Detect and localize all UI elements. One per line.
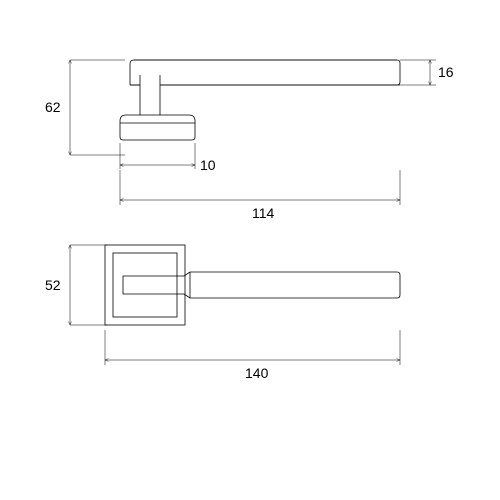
top-rose [120, 115, 195, 140]
dim-140: 140 [245, 365, 269, 381]
dimension-drawing: 62 16 10 114 52 140 [0, 0, 500, 500]
bottom-rose-outer [105, 245, 185, 325]
dim-16: 16 [438, 64, 454, 80]
dim-52: 52 [45, 277, 61, 293]
dim-62: 62 [45, 99, 61, 115]
bottom-lever [123, 272, 400, 298]
top-lever [130, 60, 400, 85]
dim-10: 10 [200, 157, 216, 173]
dim-114: 114 [252, 205, 275, 221]
